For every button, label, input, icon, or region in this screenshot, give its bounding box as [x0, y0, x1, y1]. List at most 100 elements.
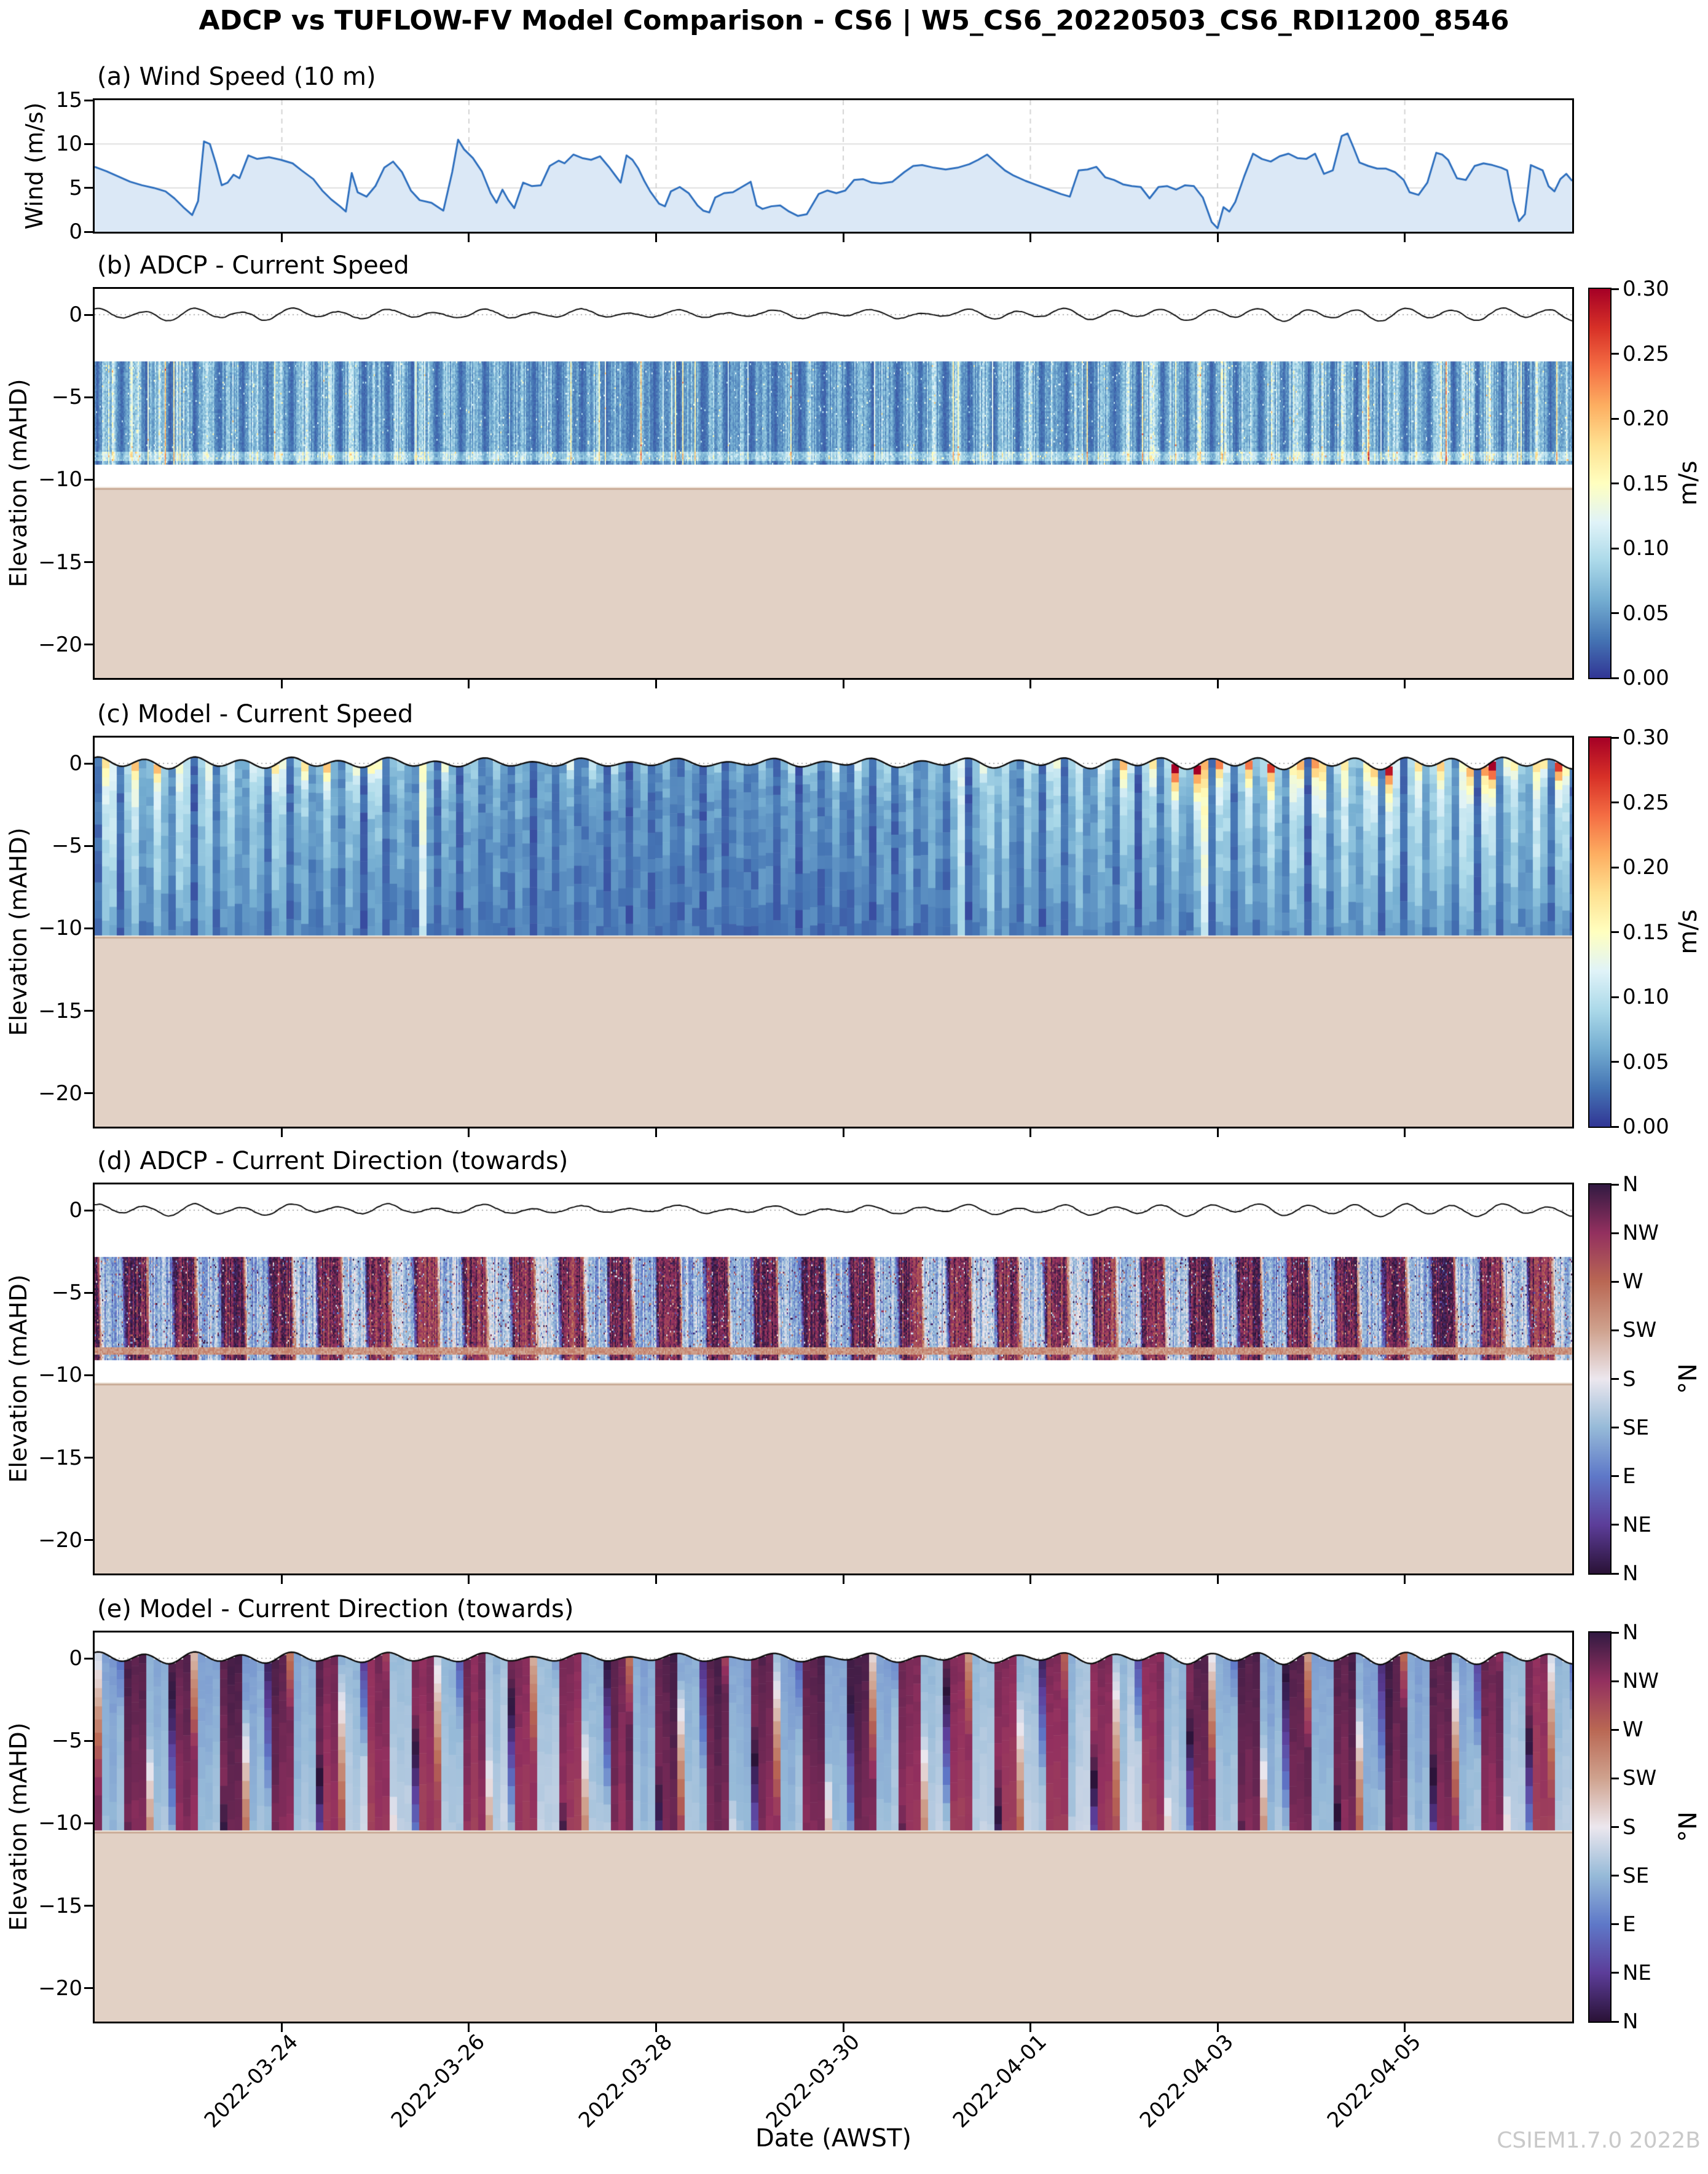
x-tick: [1029, 1128, 1031, 1137]
colorbar-tick-label: 0.20: [1623, 855, 1669, 880]
colorbar-tick: [1612, 1232, 1619, 1234]
x-tick: [842, 234, 844, 242]
x-tick: [655, 1128, 658, 1137]
colorbar-tick: [1612, 417, 1619, 420]
x-tick: [1216, 1128, 1219, 1137]
colorbar-tick: [1612, 1875, 1619, 1877]
x-tick: [1216, 2023, 1219, 2032]
panel-label: (e) Model - Current Direction (towards): [97, 1595, 574, 1623]
panel-label: (c) Model - Current Speed: [97, 700, 414, 728]
x-tick: [1404, 1575, 1406, 1584]
y-tick: [84, 1209, 93, 1211]
plot-area: [93, 1631, 1574, 2023]
colorbar-tick-label: SW: [1623, 1766, 1657, 1791]
colorbar-tick-label: NE: [1623, 1960, 1651, 1985]
colorbar-tick: [1612, 677, 1619, 679]
x-tick-label: 2022-04-03: [1135, 2030, 1239, 2133]
colorbar-tick: [1612, 1061, 1619, 1063]
y-tick-label: −10: [38, 1363, 82, 1388]
colorbar-tick-label: E: [1623, 1912, 1636, 1937]
x-tick: [1404, 234, 1406, 242]
y-tick-label: −20: [38, 632, 82, 657]
x-tick: [1404, 1128, 1406, 1137]
colorbar-tick-label: E: [1623, 1463, 1636, 1489]
colorbar-tick-label: 0.30: [1623, 725, 1669, 750]
y-tick-label: −5: [51, 1728, 82, 1754]
colorbar-tick: [1612, 1475, 1619, 1478]
y-tick-label: 0: [69, 1198, 82, 1223]
y-axis-label: Wind (m/s): [21, 102, 48, 230]
y-tick-label: −20: [38, 1975, 82, 2001]
x-tick: [655, 2023, 658, 2032]
y-tick: [84, 1010, 93, 1012]
x-tick: [468, 1575, 470, 1584]
y-tick: [84, 313, 93, 316]
adcp-speed-heatmap: [95, 289, 1572, 678]
colorbar-tick-label: 0.10: [1623, 536, 1669, 561]
colorbar-tick-label: N: [1623, 1561, 1639, 1586]
colorbar-tick: [1612, 1923, 1619, 1926]
y-tick: [84, 99, 93, 101]
y-tick-label: −5: [51, 1280, 82, 1306]
colorbar-tick-label: NW: [1623, 1669, 1659, 1694]
y-tick: [84, 1739, 93, 1742]
y-tick: [84, 845, 93, 847]
plot-area: [93, 98, 1574, 234]
y-tick-label: −20: [38, 1527, 82, 1553]
y-tick-label: 0: [69, 219, 82, 244]
x-tick-label: 2022-03-28: [573, 2030, 677, 2133]
colorbar-tick: [1612, 1280, 1619, 1283]
x-tick: [842, 2023, 844, 2032]
colorbar-tick: [1612, 1972, 1619, 1974]
y-tick-label: 5: [69, 175, 82, 200]
colorbar-direction: [1588, 1183, 1612, 1575]
y-tick-label: −15: [38, 998, 82, 1023]
colorbar-unit-label: °N: [1674, 1363, 1702, 1394]
x-tick: [468, 680, 470, 688]
x-tick: [1216, 680, 1219, 688]
plot-area: [93, 287, 1574, 680]
colorbar-tick: [1612, 288, 1619, 290]
y-tick-label: 10: [55, 132, 82, 157]
colorbar-tick: [1612, 1631, 1619, 1634]
y-tick-label: 0: [69, 1646, 82, 1671]
colorbar-tick: [1612, 1329, 1619, 1331]
colorbar-tick: [1612, 1680, 1619, 1682]
y-tick: [84, 1657, 93, 1660]
x-tick: [842, 680, 844, 688]
colorbar-tick-label: 0.05: [1623, 1049, 1669, 1074]
y-tick: [84, 1539, 93, 1542]
y-tick-label: −15: [38, 549, 82, 575]
colorbar-tick-label: 0.25: [1623, 341, 1669, 366]
y-tick: [84, 478, 93, 481]
colorbar-tick: [1612, 801, 1619, 803]
y-tick: [84, 1374, 93, 1376]
colorbar-tick: [1612, 612, 1619, 614]
colorbar-speed: [1588, 288, 1612, 679]
x-tick-label: 2022-03-26: [387, 2030, 490, 2133]
x-tick: [281, 680, 283, 688]
colorbar-unit-label: °N: [1674, 1811, 1702, 1842]
x-tick: [281, 1575, 283, 1584]
adcp-direction-heatmap: [95, 1184, 1572, 1573]
y-tick-label: 15: [55, 88, 82, 112]
colorbar-tick-label: 0.25: [1623, 790, 1669, 815]
y-tick-label: −20: [38, 1081, 82, 1106]
y-tick: [84, 644, 93, 646]
colorbar-tick-label: W: [1623, 1269, 1643, 1294]
panel-label: (b) ADCP - Current Speed: [97, 251, 409, 280]
y-tick-label: 0: [69, 751, 82, 776]
colorbar-tick-label: SW: [1623, 1318, 1657, 1343]
colorbar-tick-label: NE: [1623, 1512, 1651, 1537]
x-tick-label: 2022-04-05: [1322, 2030, 1426, 2133]
colorbar-tick-label: N: [1623, 1620, 1639, 1645]
x-tick: [468, 2023, 470, 2032]
colorbar-tick: [1612, 1777, 1619, 1779]
y-tick-label: −15: [38, 1893, 82, 1918]
y-tick-label: −10: [38, 916, 82, 941]
y-tick: [84, 1822, 93, 1824]
colorbar-tick: [1612, 1728, 1619, 1731]
watermark: CSIEM1.7.0 2022B: [1497, 2128, 1701, 2153]
x-tick: [281, 2023, 283, 2032]
